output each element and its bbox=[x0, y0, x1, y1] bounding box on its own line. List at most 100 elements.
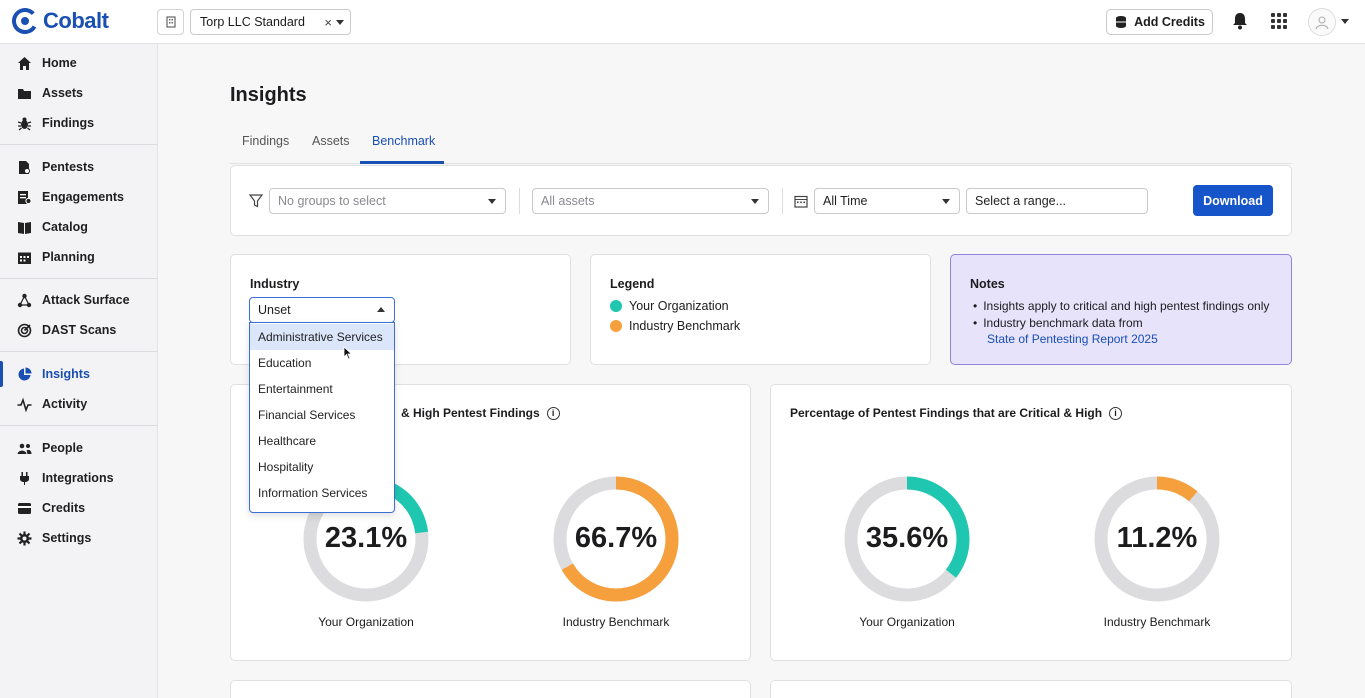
date-range-input[interactable]: Select a range... bbox=[966, 188, 1148, 214]
mouse-cursor-icon bbox=[343, 346, 353, 360]
apps-grid-icon[interactable] bbox=[1271, 13, 1287, 29]
industry-option[interactable]: Education bbox=[258, 356, 312, 370]
page-title: Insights bbox=[230, 84, 307, 106]
pentest-icon bbox=[19, 160, 30, 174]
legend-item: Industry Benchmark bbox=[610, 319, 740, 333]
chevron-down-icon bbox=[942, 199, 950, 204]
chevron-up-icon bbox=[377, 307, 385, 312]
bell-icon[interactable] bbox=[1232, 12, 1248, 30]
pie-chart-icon bbox=[18, 367, 32, 380]
sidebar-item-label: Assets bbox=[42, 86, 83, 100]
add-credits-button[interactable]: Add Credits bbox=[1106, 9, 1213, 35]
assets-select-placeholder: All assets bbox=[541, 194, 595, 208]
tab-assets[interactable]: Assets bbox=[312, 134, 350, 148]
date-range-placeholder: Select a range... bbox=[975, 194, 1067, 208]
people-icon bbox=[17, 443, 32, 454]
sidebar-item-findings[interactable]: Findings bbox=[0, 108, 158, 138]
sidebar-item-pentests[interactable]: Pentests bbox=[0, 152, 158, 182]
notes-item: Insights apply to critical and high pent… bbox=[973, 298, 1269, 315]
legend-swatch bbox=[610, 300, 622, 312]
info-icon[interactable]: i bbox=[546, 406, 560, 420]
avatar[interactable] bbox=[1308, 8, 1336, 36]
chevron-down-icon[interactable] bbox=[1341, 19, 1349, 24]
groups-select-placeholder: No groups to select bbox=[278, 194, 386, 208]
plug-icon bbox=[20, 471, 29, 485]
gear-icon bbox=[17, 531, 32, 545]
sidebar-item-label: Credits bbox=[42, 501, 86, 515]
filter-divider bbox=[519, 188, 520, 214]
calendar-icon bbox=[794, 195, 808, 208]
chart-title-text: & High Pentest Findings bbox=[401, 406, 540, 420]
industry-option[interactable]: Financial Services bbox=[258, 408, 356, 422]
folder-icon bbox=[18, 88, 31, 99]
building-icon bbox=[165, 16, 176, 28]
report-link[interactable]: State of Pentesting Report 2025 bbox=[987, 332, 1158, 346]
sidebar-item-assets[interactable]: Assets bbox=[0, 78, 158, 108]
notes-list: Insights apply to critical and high pent… bbox=[973, 298, 1269, 348]
legend-item: Your Organization bbox=[610, 299, 729, 313]
sidebar-item-integrations[interactable]: Integrations bbox=[0, 463, 158, 493]
organization-icon-button[interactable] bbox=[157, 9, 184, 35]
filter-icon[interactable] bbox=[249, 194, 263, 208]
sidebar-item-credits[interactable]: Credits bbox=[0, 493, 158, 523]
time-select-value: All Time bbox=[823, 194, 868, 208]
sidebar-item-label: Attack Surface bbox=[42, 293, 130, 307]
donut-label: Your Organization bbox=[859, 615, 955, 629]
sidebar-item-home[interactable]: Home bbox=[0, 48, 158, 78]
donut-arc bbox=[844, 476, 970, 602]
sidebar-item-dast-scans[interactable]: DAST Scans bbox=[0, 315, 158, 345]
chart-title-text: Percentage of Pentest Findings that are … bbox=[790, 406, 1103, 420]
chart-card bbox=[770, 680, 1292, 698]
organization-select[interactable]: Torp LLC Standard × bbox=[190, 9, 351, 35]
chart-card-critical-high-percentage: Percentage of Pentest Findings that are … bbox=[770, 384, 1292, 661]
assets-select[interactable]: All assets bbox=[532, 188, 769, 214]
industry-title: Industry bbox=[250, 277, 300, 291]
legend-label: Your Organization bbox=[629, 299, 729, 313]
sidebar-item-catalog[interactable]: Catalog bbox=[0, 212, 158, 242]
sidebar-item-planning[interactable]: Planning bbox=[0, 242, 158, 272]
notes-card: Notes Insights apply to critical and hig… bbox=[950, 254, 1292, 365]
chart-title: Percentage of Pentest Findings that are … bbox=[790, 406, 1123, 420]
coins-icon bbox=[1116, 16, 1127, 28]
tab-findings[interactable]: Findings bbox=[242, 134, 290, 148]
donut-arc bbox=[1094, 476, 1220, 602]
sidebar-item-people[interactable]: People bbox=[0, 433, 158, 463]
sidebar-item-label: Engagements bbox=[42, 190, 124, 204]
sidebar: Home Assets Findings Pentests Engagement… bbox=[0, 44, 158, 698]
sidebar-item-label: Settings bbox=[42, 531, 92, 545]
donut-label: Industry Benchmark bbox=[1103, 615, 1211, 629]
app-logo[interactable]: Cobalt bbox=[11, 7, 109, 35]
sidebar-divider bbox=[0, 278, 158, 279]
donut-label: Industry Benchmark bbox=[562, 615, 670, 629]
tab-benchmark[interactable]: Benchmark bbox=[372, 134, 436, 148]
sidebar-divider bbox=[0, 351, 158, 352]
groups-select[interactable]: No groups to select bbox=[269, 188, 506, 214]
sidebar-item-label: Home bbox=[42, 56, 77, 70]
sidebar-item-settings[interactable]: Settings bbox=[0, 523, 158, 553]
industry-option[interactable]: Hospitality bbox=[258, 460, 314, 474]
sidebar-item-activity[interactable]: Activity bbox=[0, 389, 158, 419]
industry-option[interactable]: Entertainment bbox=[258, 382, 333, 396]
sidebar-item-insights[interactable]: Insights bbox=[0, 359, 158, 389]
clear-icon[interactable]: × bbox=[324, 15, 332, 30]
calendar-icon bbox=[18, 252, 31, 264]
donut-chart bbox=[844, 476, 970, 602]
download-button[interactable]: Download bbox=[1193, 185, 1273, 216]
sidebar-item-engagements[interactable]: Engagements bbox=[0, 182, 158, 212]
info-icon[interactable]: i bbox=[1109, 406, 1123, 420]
industry-dropdown-menu: Administrative Services Education Entert… bbox=[249, 322, 395, 513]
time-select[interactable]: All Time bbox=[814, 188, 960, 214]
industry-select[interactable]: Unset bbox=[249, 297, 395, 323]
engagement-icon bbox=[18, 190, 32, 204]
industry-option[interactable]: Information Services bbox=[258, 486, 368, 500]
filter-bar: No groups to select All assets All Time … bbox=[230, 165, 1292, 236]
industry-option[interactable]: Healthcare bbox=[258, 434, 317, 448]
bug-icon bbox=[17, 117, 32, 131]
pulse-icon bbox=[17, 397, 32, 412]
donut-arc bbox=[553, 476, 679, 602]
sidebar-item-attack-surface[interactable]: Attack Surface bbox=[0, 285, 158, 315]
sidebar-divider bbox=[0, 144, 158, 145]
legend-card: Legend Your Organization Industry Benchm… bbox=[590, 254, 931, 365]
chart-title: & High Pentest Findings i bbox=[401, 406, 560, 420]
industry-option[interactable]: Administrative Services bbox=[250, 324, 394, 350]
